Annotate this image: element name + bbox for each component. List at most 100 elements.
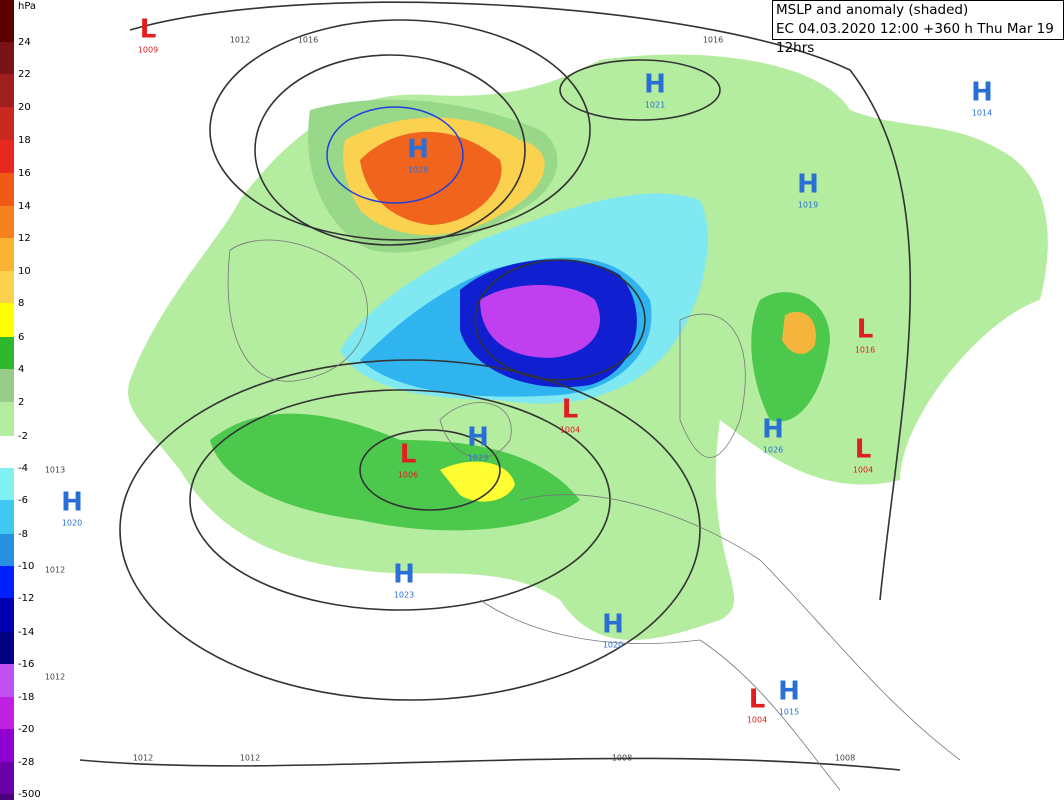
center-letter: H (644, 70, 666, 100)
colorbar-label: 14 (18, 201, 31, 212)
center-value: 1006 (398, 471, 418, 480)
colorbar-swatch (0, 762, 14, 794)
colorbar-swatch (0, 173, 14, 206)
center-letter: L (140, 15, 157, 45)
isobars (79, 1, 912, 771)
isobar (189, 389, 611, 611)
colorbar-label: 20 (18, 102, 31, 113)
colorbar-swatch (0, 238, 14, 271)
center-letter: L (562, 395, 579, 425)
colorbar-swatch (0, 664, 14, 697)
colorbar-label: -6 (18, 495, 28, 506)
colorbar-swatch (0, 729, 14, 762)
center-value: 1019 (798, 201, 818, 210)
colorbar-label: -8 (18, 529, 28, 540)
colorbar-swatch (0, 74, 14, 107)
colorbar-swatch (0, 140, 14, 173)
colorbar-swatch (0, 632, 14, 664)
colorbar-swatch (0, 271, 14, 303)
colorbar-swatch (0, 436, 14, 468)
center-value: 1023 (394, 591, 414, 600)
isobar-label: 1016 (298, 36, 318, 45)
colorbar-swatch (0, 566, 14, 598)
colorbar-label: 12 (18, 233, 31, 244)
isobar (359, 429, 501, 511)
isobar-label: 1008 (612, 754, 632, 763)
subtitle: EC 04.03.2020 12:00 +360 h Thu Mar 19 12… (776, 21, 1054, 56)
colorbar-label: -16 (18, 659, 34, 670)
colorbar-swatch (0, 468, 14, 500)
isobar (559, 59, 721, 121)
isobar-label: 1012 (45, 566, 65, 575)
colorbar-swatch (0, 598, 14, 632)
anomaly-8 (440, 461, 515, 502)
center-value: 1004 (853, 466, 873, 475)
coastlines (227, 239, 961, 791)
colorbar-swatch (0, 534, 14, 566)
center-value: 1015 (779, 708, 799, 717)
colorbar-label: 24 (18, 37, 31, 48)
colorbar-label: 10 (18, 266, 31, 277)
colorbar-label: 4 (18, 364, 24, 375)
isobar (209, 19, 591, 241)
center-value: 1014 (972, 109, 992, 118)
colorbar-label: 22 (18, 69, 31, 80)
isobar-label: 1012 (133, 754, 153, 763)
shading (128, 54, 1048, 640)
colorbar-label: 18 (18, 135, 31, 146)
center-letter: H (762, 415, 784, 445)
center-letter: H (971, 78, 993, 108)
center-value: 1020 (603, 641, 623, 650)
colorbar-label: -20 (18, 724, 34, 735)
anomaly-12 (782, 311, 816, 355)
colorbar-label: -12 (18, 593, 34, 604)
colorbar-label: -18 (18, 692, 34, 703)
center-letter: L (400, 440, 417, 470)
center-letter: H (778, 677, 800, 707)
center-letter: H (393, 560, 415, 590)
colorbar-label: -28 (18, 757, 34, 768)
center-letter: L (857, 315, 874, 345)
coast (679, 313, 746, 458)
isobar (474, 259, 646, 381)
isobar-1028 (326, 106, 464, 204)
colorbar-swatch (0, 500, 14, 534)
colorbar-swatch (0, 0, 14, 42)
coast (227, 239, 368, 382)
coast (479, 599, 841, 791)
colorbar-label: -500 (18, 789, 41, 800)
isobar-label: 1012 (240, 754, 260, 763)
center-letter: H (467, 423, 489, 453)
isobar-label: 1008 (835, 754, 855, 763)
isobar-label: 1012 (45, 673, 65, 682)
colorbar-swatch (0, 402, 14, 436)
center-letter: H (797, 170, 819, 200)
colorbar-unit: hPa (18, 1, 36, 12)
colorbar-label: 2 (18, 397, 24, 408)
coast (439, 402, 512, 458)
colorbar-label: 6 (18, 332, 24, 343)
isobar-labels: 1012 1016 1016 1013 1012 1012 1012 1012 1008 1008 (45, 36, 855, 763)
colorbar-swatch (0, 42, 14, 74)
isobar (119, 359, 701, 701)
colorbar-swatch (0, 697, 14, 729)
colorbar-label: -2 (18, 431, 28, 442)
colorbar-swatch (0, 369, 14, 402)
center-value: 1026 (763, 446, 783, 455)
center-letter: L (855, 435, 872, 465)
colorbar-swatch (0, 794, 14, 800)
isobar (79, 757, 901, 771)
anomaly-m14 (480, 285, 600, 358)
center-value: 1020 (62, 519, 82, 528)
isobar-label: 1016 (703, 36, 723, 45)
colorbar-swatch (0, 303, 14, 337)
center-letter: H (61, 488, 83, 518)
center-value: 1023 (468, 454, 488, 463)
colorbar-label: 16 (18, 168, 31, 179)
colorbar-label: -14 (18, 627, 34, 638)
center-letter: H (602, 610, 624, 640)
colorbar: hPa 24 22 20 18 16 14 12 10 8 6 4 2 -2 -4 -6 -8 -10 -12 -14… (0, 0, 41, 800)
colorbar-swatch (0, 337, 14, 369)
